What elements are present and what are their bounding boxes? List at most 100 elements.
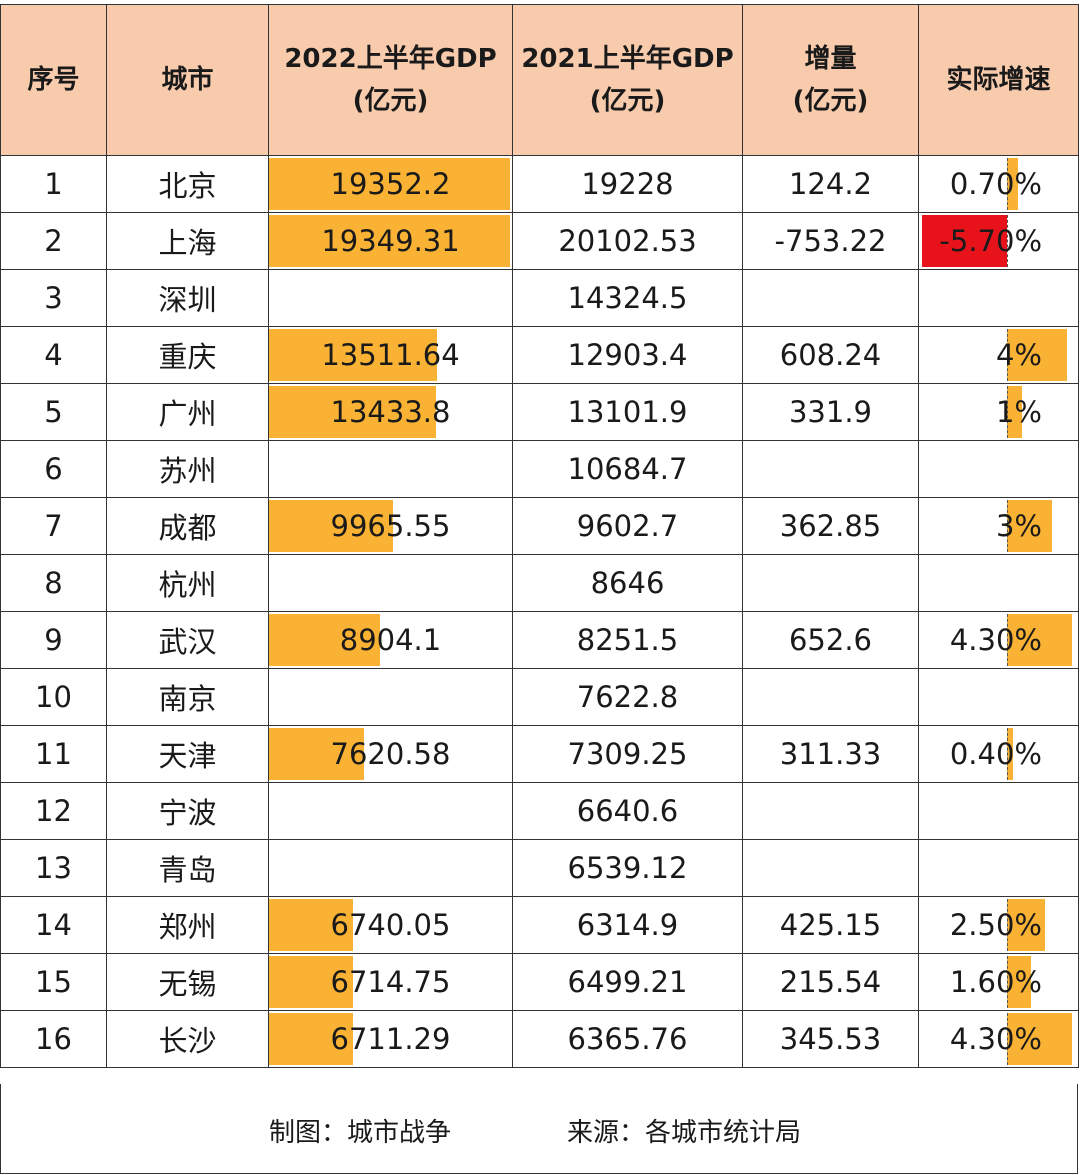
city-cell: 长沙 [106,1010,269,1068]
city-cell: 上海 [106,212,269,270]
gdp-2021-cell: 13101.9 [512,383,743,441]
gdp-2022-cell: 9965.55 [268,497,513,555]
header-gdp-2021-line: 2021上半年GDP [521,44,734,74]
growth-rate-cell: 2.50% [918,896,1079,954]
growth-zero-axis [1007,158,1008,210]
growth-rate-cell: 4.30% [918,611,1079,669]
growth-rate-value: 4.30% [949,1022,1042,1056]
city-cell: 无锡 [106,953,269,1011]
rank-cell: 13 [0,839,107,897]
rank-cell: 10 [0,668,107,726]
gdp-2022-value: 13433.8 [330,395,451,429]
rank-cell: 8 [0,554,107,612]
gdp-2022-value: 6740.05 [330,908,451,942]
growth-zero-axis [1007,386,1008,438]
gdp-2022-cell: 7620.58 [268,725,513,783]
gdp-2022-cell: 6740.05 [268,896,513,954]
growth-rate-value: 1.60% [949,965,1042,999]
table-row: 8 杭州 8646 [0,554,1079,612]
growth-rate-cell: 3% [918,497,1079,555]
growth-zero-axis [1007,1013,1008,1065]
increase-cell: 652.6 [742,611,919,669]
rank-cell: 7 [0,497,107,555]
gdp-2022-data-bar [269,215,510,267]
header-increase: 增量 (亿元) [742,4,919,156]
growth-zero-axis [1007,899,1008,951]
gdp-2021-cell: 8251.5 [512,611,743,669]
gdp-2022-data-bar [269,329,437,381]
gdp-2022-cell [268,554,513,612]
city-cell: 深圳 [106,269,269,327]
header-gdp-2022-line: (亿元) [352,86,429,116]
increase-cell: 215.54 [742,953,919,1011]
city-cell: 重庆 [106,326,269,384]
increase-cell [742,839,919,897]
growth-rate-cell: -5.70% [918,212,1079,270]
gdp-2021-cell: 19228 [512,155,743,213]
growth-rate-value: 3% [995,509,1042,543]
growth-rate-value: 0.40% [949,737,1042,771]
gdp-2022-data-bar [269,386,436,438]
header-row: 序号 城市 2022上半年GDP (亿元) 2021上半年GDP (亿元) 增量 (亿元) 实际… [0,4,1079,156]
gdp-2022-cell: 6711.29 [268,1010,513,1068]
rank-cell: 16 [0,1010,107,1068]
growth-zero-axis [1007,956,1008,1008]
gdp-2022-data-bar [269,728,364,780]
increase-cell: 311.33 [742,725,919,783]
gdp-2021-cell: 6539.12 [512,839,743,897]
growth-zero-axis [1007,215,1008,267]
rank-cell: 1 [0,155,107,213]
growth-zero-axis [1007,614,1008,666]
growth-positive-bar [1007,158,1018,210]
growth-positive-bar [1007,386,1022,438]
growth-zero-axis [1007,500,1008,552]
rank-cell: 9 [0,611,107,669]
growth-rate-value: -5.70% [939,224,1042,258]
city-cell: 宁波 [106,782,269,840]
growth-positive-bar [1007,956,1031,1008]
growth-positive-bar [1007,614,1072,666]
gdp-2022-cell [268,668,513,726]
growth-rate-cell: 0.40% [918,725,1079,783]
growth-rate-cell: 4.30% [918,1010,1079,1068]
growth-rate-cell [918,839,1079,897]
gdp-2022-value: 8904.1 [339,623,442,657]
gdp-2022-data-bar [269,614,380,666]
rank-cell: 2 [0,212,107,270]
gdp-2022-value: 13511.64 [321,338,460,372]
increase-cell: 362.85 [742,497,919,555]
growth-positive-bar [1007,329,1067,381]
city-cell: 郑州 [106,896,269,954]
growth-positive-bar [1007,899,1045,951]
table-row: 1 北京 19352.2 19228 124.2 0.70% [0,155,1079,213]
gdp-2021-cell: 20102.53 [512,212,743,270]
chart-credit: 制图：城市战争 [269,1118,452,1148]
gdp-2022-value: 6711.29 [330,1022,451,1056]
increase-cell: 425.15 [742,896,919,954]
gdp-2022-cell: 13433.8 [268,383,513,441]
table-row: 16 长沙 6711.29 6365.76 345.53 4.30% [0,1010,1079,1068]
table-header: 序号 城市 2022上半年GDP (亿元) 2021上半年GDP (亿元) 增量 (亿元) 实际… [0,4,1079,156]
gdp-2021-cell: 7622.8 [512,668,743,726]
gdp-2021-cell: 8646 [512,554,743,612]
growth-rate-value: 4.30% [949,623,1042,657]
growth-zero-axis [1007,329,1008,381]
growth-rate-cell [918,440,1079,498]
header-increase-line: 增量 [804,44,857,74]
rank-cell: 6 [0,440,107,498]
increase-cell [742,269,919,327]
growth-rate-cell: 4% [918,326,1079,384]
city-cell: 广州 [106,383,269,441]
gdp-2022-cell: 6714.75 [268,953,513,1011]
header-growth-rate-line: 实际增速 [946,65,1051,95]
gdp-table-container: 序号 城市 2022上半年GDP (亿元) 2021上半年GDP (亿元) 增量 (亿元) 实际… [0,4,1079,1068]
header-rank-line: 序号 [27,65,80,95]
increase-cell: 345.53 [742,1010,919,1068]
header-gdp-2021-line: (亿元) [589,86,666,116]
growth-rate-value: 2.50% [949,908,1042,942]
gdp-2021-cell: 6499.21 [512,953,743,1011]
rank-cell: 12 [0,782,107,840]
city-cell: 北京 [106,155,269,213]
gdp-2021-cell: 12903.4 [512,326,743,384]
table-row: 10 南京 7622.8 [0,668,1079,726]
